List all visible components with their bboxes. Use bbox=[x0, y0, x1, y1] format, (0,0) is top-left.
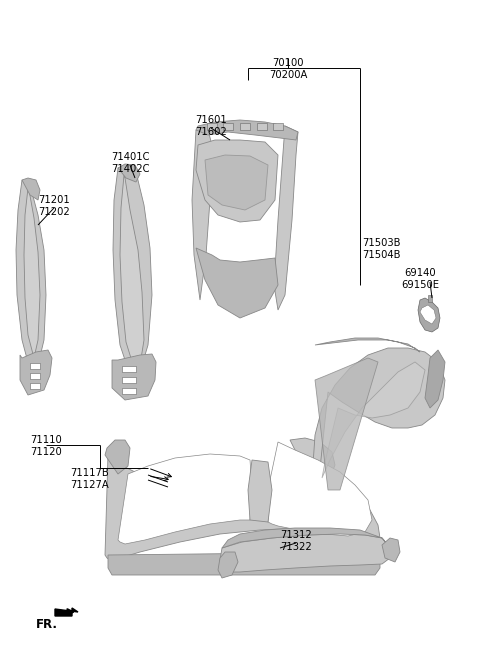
Polygon shape bbox=[30, 383, 40, 389]
Polygon shape bbox=[382, 538, 400, 562]
Polygon shape bbox=[223, 123, 233, 130]
Text: 69140
69150E: 69140 69150E bbox=[401, 268, 439, 290]
Polygon shape bbox=[113, 167, 152, 375]
Text: 71201
71202: 71201 71202 bbox=[38, 195, 70, 217]
Polygon shape bbox=[196, 248, 278, 318]
Polygon shape bbox=[425, 350, 445, 408]
Polygon shape bbox=[192, 130, 212, 300]
Polygon shape bbox=[205, 155, 268, 210]
Text: FR.: FR. bbox=[36, 618, 58, 631]
Polygon shape bbox=[112, 354, 156, 400]
Polygon shape bbox=[420, 305, 436, 324]
Polygon shape bbox=[118, 164, 140, 182]
Polygon shape bbox=[105, 438, 380, 560]
Text: 71117B
71127A: 71117B 71127A bbox=[71, 468, 109, 489]
Text: 70100
70200A: 70100 70200A bbox=[269, 58, 307, 79]
Polygon shape bbox=[30, 373, 40, 379]
Polygon shape bbox=[268, 442, 372, 536]
Polygon shape bbox=[418, 298, 440, 332]
Polygon shape bbox=[55, 608, 78, 616]
Polygon shape bbox=[240, 123, 250, 130]
Polygon shape bbox=[105, 440, 130, 474]
Text: 71312
71322: 71312 71322 bbox=[280, 530, 312, 552]
Polygon shape bbox=[118, 454, 252, 544]
Polygon shape bbox=[122, 377, 136, 383]
Text: 71601
71602: 71601 71602 bbox=[195, 115, 227, 137]
Polygon shape bbox=[315, 358, 378, 490]
Polygon shape bbox=[120, 175, 144, 368]
Polygon shape bbox=[313, 348, 445, 490]
Polygon shape bbox=[315, 338, 420, 352]
Polygon shape bbox=[428, 295, 432, 302]
Polygon shape bbox=[207, 123, 217, 130]
Polygon shape bbox=[273, 123, 283, 130]
Polygon shape bbox=[108, 552, 380, 575]
Polygon shape bbox=[218, 552, 238, 578]
Polygon shape bbox=[274, 126, 298, 310]
Polygon shape bbox=[196, 120, 298, 140]
Polygon shape bbox=[222, 528, 388, 548]
Text: 71503B
71504B: 71503B 71504B bbox=[362, 238, 400, 260]
Polygon shape bbox=[30, 363, 40, 369]
Text: 71401C
71402C: 71401C 71402C bbox=[111, 152, 149, 173]
Polygon shape bbox=[248, 460, 272, 522]
Polygon shape bbox=[196, 140, 278, 222]
Polygon shape bbox=[20, 350, 52, 395]
Polygon shape bbox=[220, 534, 390, 572]
Polygon shape bbox=[22, 178, 40, 200]
Polygon shape bbox=[122, 388, 136, 394]
Polygon shape bbox=[322, 362, 425, 478]
Text: 71110
71120: 71110 71120 bbox=[30, 435, 62, 457]
Polygon shape bbox=[24, 188, 40, 358]
Polygon shape bbox=[122, 366, 136, 372]
Polygon shape bbox=[257, 123, 267, 130]
Polygon shape bbox=[16, 180, 46, 370]
